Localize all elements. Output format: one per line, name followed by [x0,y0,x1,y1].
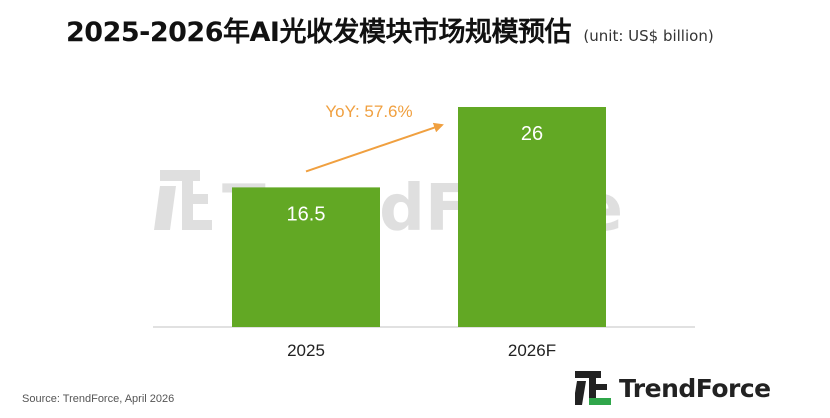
bar-2026F [458,107,606,327]
value-label-2025: 16.5 [287,203,326,225]
yoy-arrow [305,122,444,173]
x-tick-label-2025: 2025 [287,341,325,360]
bar-2025 [232,187,380,327]
watermark-logo-icon [154,170,212,230]
value-label-2026F: 26 [521,123,543,145]
logo-text: TrendForce [619,373,771,403]
yoy-annotation: YoY: 57.6% [325,102,412,121]
unit-label: (unit: US$ billion) [583,27,714,45]
trendforce-logo-icon [575,371,611,405]
title-row: 2025-2026年AI光收发模块市场规模预估 (unit: US$ billi… [66,10,714,49]
x-tick-label-2026F: 2026F [508,341,556,360]
chart-title: 2025-2026年AI光收发模块市场规模预估 [66,17,571,48]
trendforce-logo: TrendForce [575,370,771,406]
source-note: Source: TrendForce, April 2026 [22,393,175,405]
